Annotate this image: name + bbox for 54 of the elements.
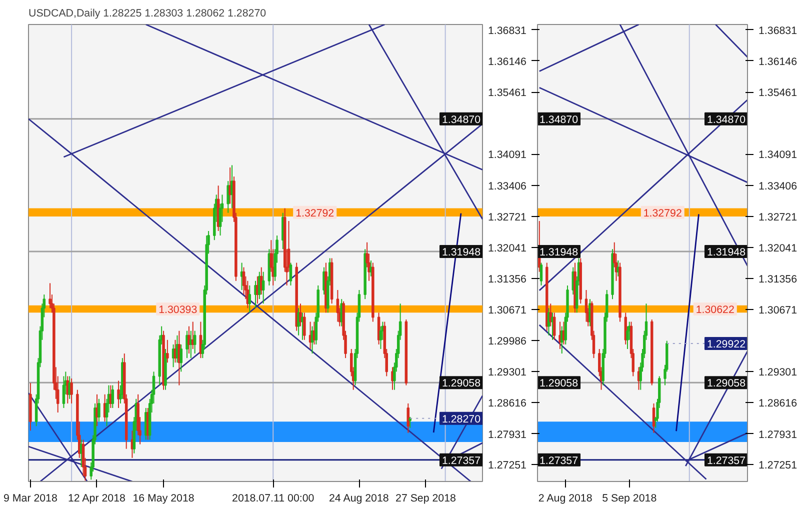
y-tick-label: 1.29986 bbox=[488, 336, 527, 348]
text: 1.34870 bbox=[540, 114, 578, 126]
y-tick-label: 1.36831 bbox=[488, 24, 527, 37]
y-tick-label: 1.27931 bbox=[488, 428, 527, 441]
y-tick-label: 1.29301 bbox=[488, 366, 527, 379]
y2-tick-label: 1.27251 bbox=[758, 460, 798, 472]
y-tick-label: 1.30671 bbox=[488, 304, 527, 316]
x-tick-label: 9 Mar 2018 bbox=[4, 492, 58, 504]
y-tick-label: 1.35461 bbox=[488, 87, 527, 100]
y-tick-label: 1.34091 bbox=[488, 149, 527, 162]
y-tick-label: 1.28616 bbox=[488, 398, 527, 410]
x-tick-label: 24 Aug 2018 bbox=[328, 492, 389, 504]
band-label: 1.30622 bbox=[696, 304, 734, 316]
chart-title: USDCAD,Daily 1.28225 1.28303 1.28062 1.28270 bbox=[28, 8, 266, 20]
ref-line-label: 1.31948 bbox=[442, 246, 481, 258]
text: 1.29058 bbox=[540, 378, 578, 390]
y2-tick-label: 1.32041 bbox=[758, 242, 798, 254]
ref-line-label: 1.29058 bbox=[442, 378, 481, 390]
band-label: 1.32792 bbox=[296, 207, 334, 220]
y2-tick-label: 1.32721 bbox=[758, 211, 798, 224]
ref-line-label: 1.27357 bbox=[706, 454, 746, 467]
x-tick-label: 27 Sep 2018 bbox=[396, 492, 456, 504]
y2-tick-label: 1.30671 bbox=[758, 304, 798, 316]
band-label: 1.32792 bbox=[643, 207, 682, 220]
y2-tick-label: 1.36831 bbox=[758, 24, 798, 37]
annotation: 1.29922 bbox=[706, 338, 746, 350]
y-tick-label: 1.33406 bbox=[488, 180, 527, 192]
y-tick-label: 1.27251 bbox=[488, 460, 527, 472]
x-tick-label: 2018.07.11 00:00 bbox=[232, 492, 314, 504]
ref-line-label: 1.27357 bbox=[442, 454, 481, 467]
y2-tick-label: 1.31356 bbox=[758, 273, 798, 286]
x-tick-label: 2 Aug 2018 bbox=[538, 492, 592, 504]
annotation: 1.28270 bbox=[442, 413, 481, 426]
ref-line-label: 1.29058 bbox=[706, 378, 746, 390]
x-tick-label: 5 Sep 2018 bbox=[602, 492, 657, 504]
y-tick-label: 1.36146 bbox=[488, 56, 527, 68]
ref-line-label: 1.34870 bbox=[706, 114, 746, 126]
x-tick-label: 16 May 2018 bbox=[132, 492, 194, 504]
y2-tick-label: 1.35461 bbox=[758, 87, 798, 100]
ref-line-label: 1.34870 bbox=[442, 114, 481, 126]
y2-tick-label: 1.27931 bbox=[758, 428, 798, 441]
ref-line-label: 1.31948 bbox=[706, 246, 746, 258]
y2-tick-label: 1.34091 bbox=[758, 149, 798, 162]
y2-tick-label: 1.28616 bbox=[758, 398, 798, 410]
y2-tick-label: 1.33406 bbox=[758, 180, 798, 192]
y2-tick-label: 1.29301 bbox=[758, 366, 798, 379]
y2-tick-label: 1.36146 bbox=[758, 56, 798, 68]
band-label: 1.30393 bbox=[158, 304, 198, 316]
x-tick-label: 12 Apr 2018 bbox=[68, 492, 126, 504]
text: 1.27357 bbox=[540, 454, 578, 467]
y-tick-label: 1.32721 bbox=[488, 211, 527, 224]
y-tick-label: 1.31356 bbox=[488, 273, 527, 286]
text: 1.31948 bbox=[540, 246, 578, 258]
y-tick-label: 1.32041 bbox=[488, 242, 527, 254]
